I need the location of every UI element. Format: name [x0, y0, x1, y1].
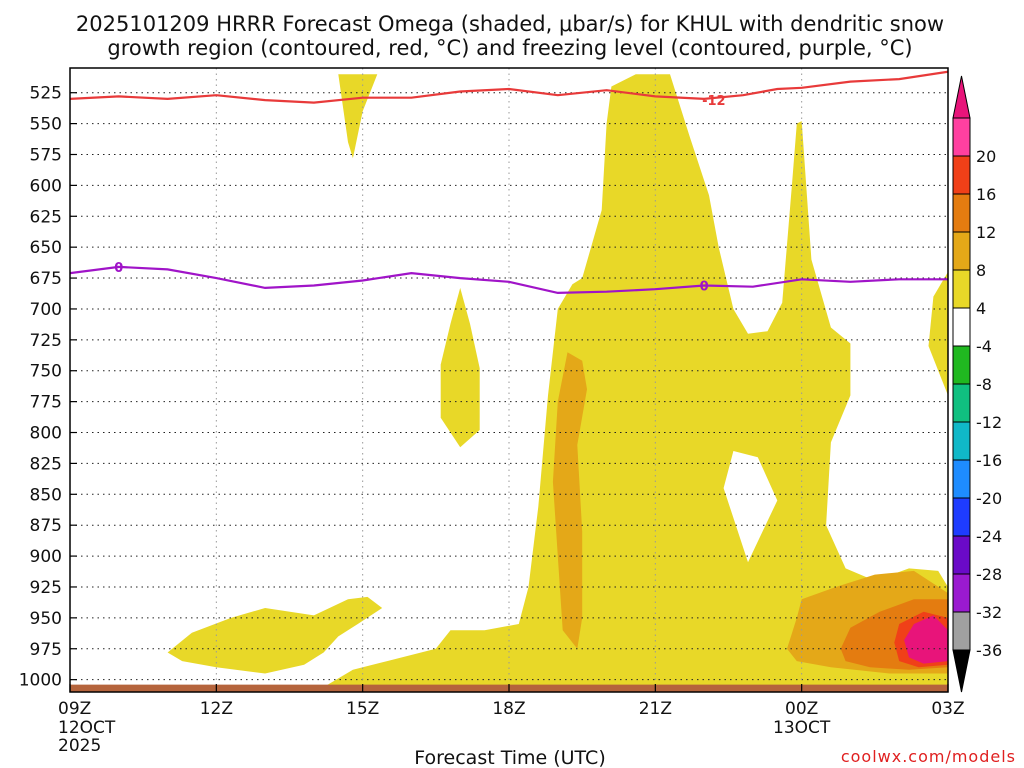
y-tick-label: 625 [30, 207, 62, 227]
y-axis: 525 550 575 600 625 650 675 700 725 750 775 800 825 8… [19, 84, 77, 691]
y-tick-label: 925 [30, 578, 62, 598]
contour-label: 0 [700, 279, 709, 294]
plot-area: -12 0 0 [69, 67, 949, 693]
y-tick-label: 750 [30, 362, 62, 382]
colorbar-label: -24 [976, 527, 1002, 546]
y-tick-label: 875 [30, 516, 62, 536]
omega-8-12-region [552, 352, 587, 649]
contour-label: -12 [702, 94, 726, 109]
x-tick-label: 12Z [200, 699, 233, 719]
colorbar-label: -20 [976, 489, 1002, 508]
x-tick-date-label: 12OCT [58, 718, 116, 738]
y-tick-label: 900 [30, 547, 62, 567]
y-tick-label: 700 [30, 300, 62, 320]
y-tick-label: 525 [30, 84, 62, 104]
colorbar-label: -16 [976, 451, 1002, 470]
chart-title-line2: growth region (contoured, red, °C) and f… [107, 36, 912, 60]
colorbar-segment [952, 497, 971, 537]
colorbar-segment [952, 117, 971, 157]
colorbar-label: 4 [976, 299, 986, 318]
contour-label: 0 [114, 261, 123, 276]
y-tick-label: 650 [30, 238, 62, 258]
omega-4-8-region [323, 74, 948, 688]
clear-gap-region [723, 451, 778, 563]
y-tick-label: 825 [30, 454, 62, 474]
colorbar-segment [952, 231, 971, 271]
y-tick-label: 725 [30, 331, 62, 351]
dendritic-contour [70, 70, 948, 104]
colorbar-segment [952, 193, 971, 233]
x-tick-label: 15Z [346, 699, 379, 719]
colorbar-label: -8 [976, 375, 992, 394]
y-tick-label: 950 [30, 609, 62, 629]
colorbar-segment [952, 383, 971, 423]
x-tick-year-label: 2025 [58, 736, 101, 756]
x-tick-label: 03Z [931, 699, 964, 719]
colorbar-label: 16 [976, 185, 996, 204]
colorbar-label: -4 [976, 337, 992, 356]
y-tick-label: 800 [30, 424, 62, 444]
y-tick-label: 575 [30, 145, 62, 165]
credit-text: coolwx.com/models [841, 747, 1016, 766]
x-tick-date-label: 13OCT [773, 718, 831, 738]
y-tick-label: 775 [30, 393, 62, 413]
colorbar-segment [952, 611, 971, 651]
colorbar-label: -32 [976, 603, 1002, 622]
omega-20plus-region [904, 615, 948, 664]
x-tick-label: 18Z [492, 699, 525, 719]
y-tick-label: 600 [30, 176, 62, 196]
freezing-level-contour [70, 265, 948, 295]
colorbar-segment [952, 345, 971, 385]
colorbar: -36 -32 -28 -24 -20 -16 -12 -8 -4 4 8 12 16 20 [952, 75, 1002, 693]
x-axis-title: Forecast Time (UTC) [414, 747, 605, 768]
colorbar-min-triangle [952, 649, 971, 693]
colorbar-label: 8 [976, 261, 986, 280]
colorbar-label: 20 [976, 147, 996, 166]
omega-4-8-region [167, 596, 383, 674]
x-tick-label: 21Z [639, 699, 672, 719]
colorbar-label: -12 [976, 413, 1002, 432]
y-tick-label: 550 [30, 115, 62, 135]
colorbar-segment [952, 535, 971, 575]
y-tick-label: 850 [30, 485, 62, 505]
colorbar-segment [952, 573, 971, 613]
y-tick-label: 675 [30, 269, 62, 289]
omega-4-8-region [338, 74, 378, 159]
chart-title-line1: 2025101209 HRRR Forecast Omega (shaded, … [76, 12, 944, 36]
x-tick-label: 00Z [785, 699, 818, 719]
colorbar-segment [952, 307, 971, 347]
colorbar-label: -28 [976, 565, 1002, 584]
omega-4-8-region [928, 271, 948, 396]
colorbar-label: 12 [976, 223, 996, 242]
omega-4-8-region [440, 287, 480, 448]
colorbar-segment [952, 269, 971, 309]
colorbar-max-triangle [952, 75, 971, 119]
y-tick-label: 975 [30, 640, 62, 660]
y-tick-label: 1000 [19, 671, 62, 691]
colorbar-label: -36 [976, 641, 1002, 660]
clear-gap-region [367, 615, 427, 645]
colorbar-segment [952, 459, 971, 499]
x-tick-label: 09Z [58, 699, 91, 719]
colorbar-segment [952, 155, 971, 195]
colorbar-segment [952, 421, 971, 461]
